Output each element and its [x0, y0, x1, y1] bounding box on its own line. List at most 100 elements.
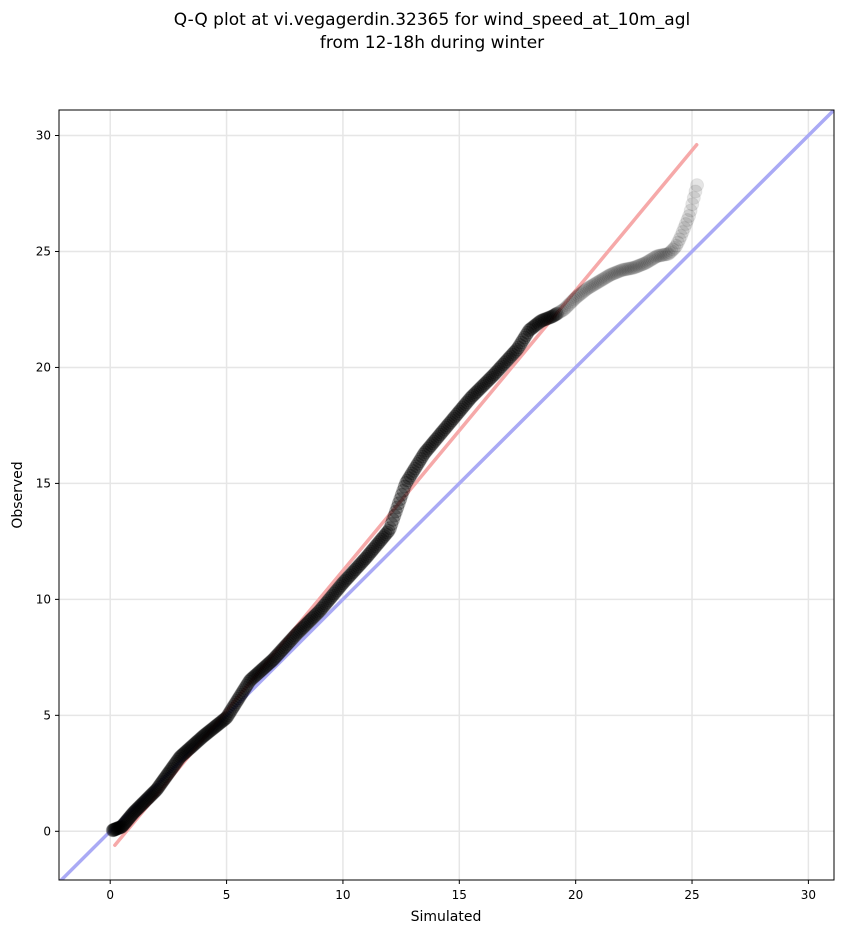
data-point	[137, 794, 152, 809]
data-point	[318, 596, 333, 611]
y-tick-label: 0	[43, 824, 51, 838]
data-point	[397, 479, 412, 494]
x-tick-label: 15	[452, 888, 467, 902]
data-point	[400, 473, 415, 488]
data-point	[113, 820, 128, 835]
data-point	[278, 639, 293, 654]
data-point	[446, 411, 461, 426]
data-point	[138, 793, 153, 808]
data-point	[132, 800, 147, 815]
data-point	[247, 669, 262, 684]
data-point	[230, 693, 245, 708]
data-point	[629, 259, 644, 274]
data-point	[139, 792, 154, 807]
data-point	[259, 658, 274, 673]
data-point	[201, 724, 216, 739]
data-point	[468, 385, 483, 400]
data-point	[289, 627, 304, 642]
data-point	[549, 306, 564, 321]
data-point	[444, 413, 459, 428]
data-point	[205, 721, 220, 736]
data-point	[186, 737, 201, 752]
data-point	[174, 748, 189, 763]
data-point	[462, 391, 477, 406]
data-point	[456, 398, 471, 413]
data-point	[365, 542, 380, 557]
data-point	[135, 796, 150, 811]
data-point	[634, 257, 649, 272]
x-tick-label: 30	[801, 888, 816, 902]
data-point	[297, 618, 312, 633]
data-point	[560, 298, 575, 313]
data-point	[240, 676, 255, 691]
identity-line	[59, 110, 834, 880]
data-point	[620, 262, 635, 277]
data-point	[607, 266, 622, 281]
data-point	[173, 749, 188, 764]
data-point	[559, 300, 574, 315]
data-point	[452, 404, 467, 419]
data-point	[461, 393, 476, 408]
data-point	[661, 246, 676, 261]
data-point	[484, 370, 499, 385]
data-point	[307, 609, 322, 624]
data-point	[610, 264, 625, 279]
data-point	[126, 805, 141, 820]
data-point	[381, 523, 396, 538]
data-point	[267, 651, 282, 666]
data-point	[248, 668, 263, 683]
data-point	[159, 769, 174, 784]
data-point	[111, 821, 126, 836]
data-point	[514, 335, 529, 350]
data-point	[313, 603, 328, 618]
data-point	[582, 280, 597, 295]
data-point	[470, 384, 485, 399]
data-point	[256, 661, 271, 676]
data-point	[394, 487, 409, 502]
data-point	[329, 583, 344, 598]
data-point	[512, 337, 527, 352]
data-point	[428, 432, 443, 447]
data-point	[170, 752, 185, 767]
data-point	[324, 590, 339, 605]
x-axis-label: Simulated	[411, 909, 482, 925]
data-point	[425, 436, 440, 451]
data-point	[574, 286, 589, 301]
x-tick-label: 0	[106, 888, 114, 902]
data-point	[440, 418, 455, 433]
data-point	[221, 708, 236, 723]
data-point	[238, 681, 253, 696]
data-point	[511, 340, 526, 355]
x-tick-label: 5	[223, 888, 231, 902]
data-point	[148, 783, 163, 798]
data-point	[355, 554, 370, 569]
data-point	[416, 447, 431, 462]
data-point	[273, 645, 288, 660]
data-point	[121, 811, 136, 826]
data-point	[438, 420, 453, 435]
data-point	[109, 821, 124, 836]
data-point	[557, 301, 572, 316]
data-point	[200, 725, 215, 740]
data-point	[339, 571, 354, 586]
data-point	[690, 178, 705, 193]
data-point	[509, 342, 524, 357]
data-point	[621, 261, 636, 276]
data-point	[402, 471, 417, 486]
data-point	[474, 379, 489, 394]
data-point	[304, 611, 319, 626]
data-point	[193, 732, 208, 747]
data-point	[648, 250, 663, 265]
data-point	[531, 315, 546, 330]
data-point	[328, 584, 343, 599]
data-point	[184, 739, 199, 754]
data-point	[234, 687, 249, 702]
data-point	[427, 434, 442, 449]
data-point	[203, 723, 218, 738]
data-point	[626, 260, 641, 275]
data-point	[662, 245, 677, 260]
data-point	[258, 659, 273, 674]
data-point	[345, 565, 360, 580]
data-point	[410, 456, 425, 471]
data-point	[659, 247, 674, 262]
